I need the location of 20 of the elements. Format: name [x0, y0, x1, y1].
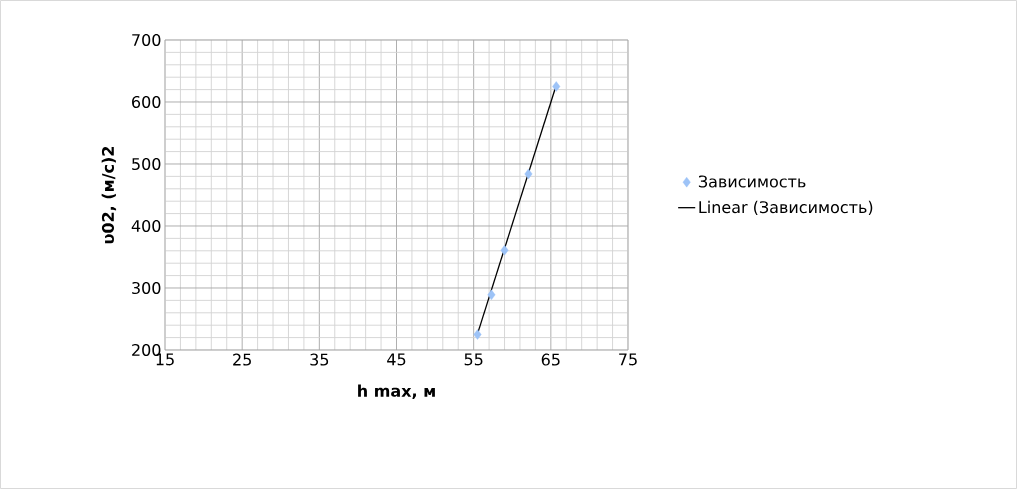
- point: [487, 289, 496, 301]
- point: [524, 168, 533, 180]
- x-tick-label: 55: [464, 353, 483, 366]
- x-tick-label: 25: [233, 353, 251, 366]
- x-tick-label: 45: [387, 353, 406, 366]
- legend-label: Зависимость: [698, 175, 806, 188]
- x-tick-label: 65: [541, 353, 560, 366]
- point: [552, 81, 561, 92]
- x-axis-title: h max, м: [358, 384, 435, 399]
- y-tick-label: 700: [132, 33, 161, 47]
- x-tick-label: 35: [310, 353, 329, 366]
- point: [500, 244, 509, 256]
- y-tick-label: 500: [132, 157, 161, 171]
- y-tick-label: 400: [131, 219, 161, 233]
- point: [473, 329, 482, 340]
- y-axis-title: υ02, (м/с)2: [101, 146, 117, 244]
- y-tick-label: 300: [132, 281, 161, 295]
- y-tick-label: 600: [132, 95, 161, 109]
- legend-label: Linear (Зависимость): [699, 200, 873, 216]
- x-tick-label: 75: [619, 353, 637, 366]
